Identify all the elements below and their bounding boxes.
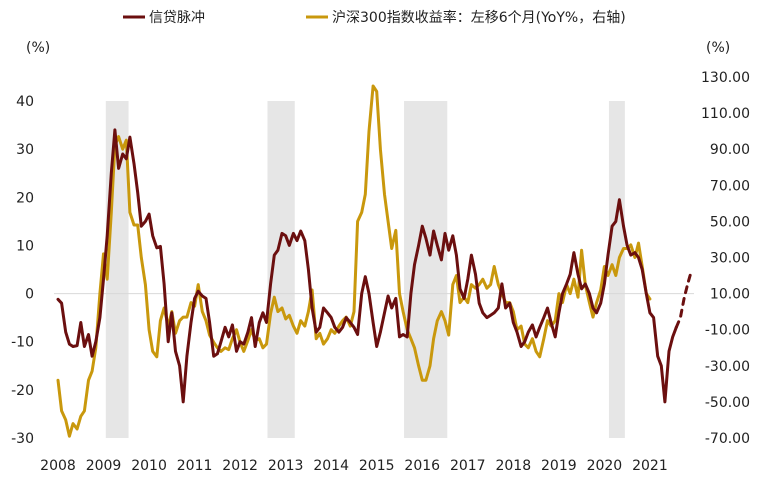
- x-tick-label: 2013: [268, 458, 304, 474]
- x-tick-label: 2018: [495, 458, 531, 474]
- right-axis-unit: (%): [706, 40, 730, 56]
- left-tick-label: 10: [16, 238, 34, 254]
- right-tick-label: 70.00: [710, 178, 750, 194]
- x-tick-label: 2009: [86, 458, 122, 474]
- left-tick-label: 0: [25, 287, 34, 303]
- left-axis: 40 30 20 10 0 -10 -20 -30: [11, 94, 34, 447]
- right-tick-label: 110.00: [701, 106, 750, 122]
- left-tick-label: -10: [11, 335, 34, 351]
- right-tick-label: 130.00: [701, 70, 750, 86]
- x-tick-label: 2012: [222, 458, 258, 474]
- x-tick-label: 2014: [313, 458, 349, 474]
- right-tick-label: -10.00: [705, 323, 750, 339]
- left-tick-label: 30: [16, 142, 34, 158]
- legend: 信贷脉冲 沪深300指数收益率：左移6个月(YoY%，右轴): [123, 9, 626, 26]
- legend-label-csi300: 沪深300指数收益率：左移6个月(YoY%，右轴): [332, 9, 626, 26]
- right-tick-label: -70.00: [705, 431, 750, 447]
- left-tick-label: 40: [16, 94, 34, 110]
- series-line-1: [674, 268, 694, 329]
- left-tick-label: 20: [16, 190, 34, 206]
- left-tick-label: -30: [11, 431, 34, 447]
- series-layer: [56, 84, 694, 438]
- x-tick-label: 2017: [450, 458, 486, 474]
- right-tick-label: 90.00: [710, 142, 750, 158]
- series-line-0: [56, 128, 678, 404]
- x-tick-label: 2021: [632, 458, 668, 474]
- right-tick-label: -30.00: [705, 359, 750, 375]
- x-tick-label: 2019: [541, 458, 577, 474]
- x-tick-label: 2011: [177, 458, 213, 474]
- series-line-2: [56, 84, 652, 438]
- x-tick-label: 2010: [131, 458, 167, 474]
- x-tick-label: 2016: [404, 458, 440, 474]
- x-tick-label: 2015: [359, 458, 395, 474]
- left-axis-unit: (%): [26, 40, 50, 56]
- x-axis: 2008 2009 2010 2011 2012 2013 2014 2015 2016 2017…: [40, 458, 668, 474]
- right-tick-label: 30.00: [710, 251, 750, 267]
- right-tick-label: 10.00: [710, 287, 750, 303]
- x-tick-label: 2020: [587, 458, 623, 474]
- legend-label-credit-impulse: 信贷脉冲: [149, 10, 205, 26]
- left-tick-label: -20: [11, 383, 34, 399]
- right-axis: 130.00 110.00 90.00 70.00 50.00 30.00 10.00 -10…: [701, 70, 750, 447]
- shaded-period-3: [404, 101, 448, 438]
- x-tick-label: 2008: [40, 458, 76, 474]
- right-tick-label: -50.00: [705, 395, 750, 411]
- right-tick-label: 50.00: [710, 214, 750, 230]
